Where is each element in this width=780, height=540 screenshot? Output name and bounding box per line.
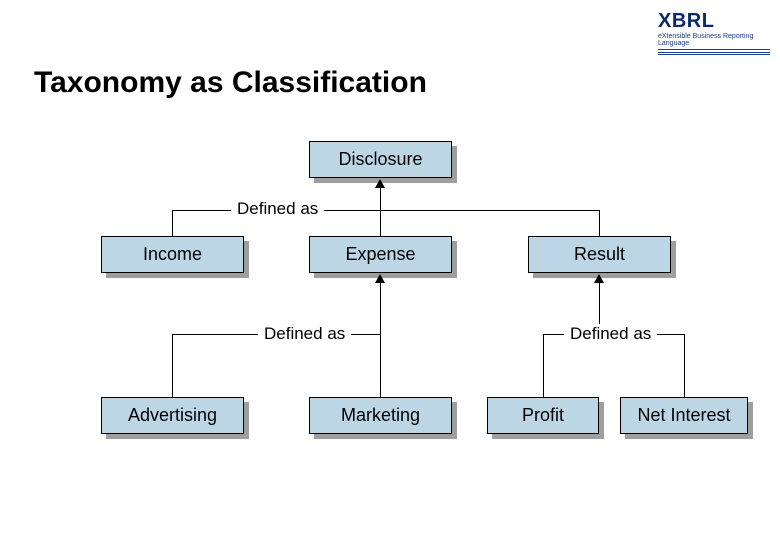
node-income: Income [101,236,244,273]
xbrl-logo-text: XBRL [658,10,770,33]
edge-g2-drop-0 [172,334,173,397]
node-netinterest: Net Interest [620,397,748,434]
node-result: Result [528,236,671,273]
edge-g1-arrow-head [375,179,385,188]
edge-g2-arrow-head [375,274,385,283]
node-profit: Profit [487,397,599,434]
node-marketing: Marketing [309,397,452,434]
node-disclosure: Disclosure [309,141,452,178]
connector-label-def3: Defined as [564,324,657,344]
xbrl-logo-subtitle: eXtensible Business Reporting Language [658,33,770,47]
edge-g3-drop-0 [543,334,544,397]
edge-g1-arrow-shaft [380,188,381,210]
edge-g1-drop-1 [380,210,381,236]
edge-g1-drop-0 [172,210,173,236]
edge-g2-arrow-shaft [380,283,381,334]
node-expense: Expense [309,236,452,273]
connector-label-def2: Defined as [258,324,351,344]
edge-g2-drop-1 [380,334,381,397]
page-title: Taxonomy as Classification [34,66,427,100]
edge-g1-drop-2 [599,210,600,236]
connector-label-def1: Defined as [231,199,324,219]
xbrl-logo-bars [658,49,770,55]
node-advertising: Advertising [101,397,244,434]
edge-g3-arrow-head [594,274,604,283]
xbrl-logo: XBRL eXtensible Business Reporting Langu… [658,10,770,55]
edge-g3-drop-1 [684,334,685,397]
